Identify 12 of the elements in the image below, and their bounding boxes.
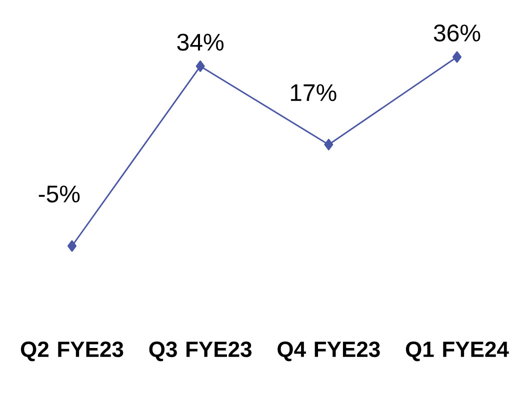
x-tick-label: Q1 FYE24	[406, 342, 509, 362]
point	[196, 60, 205, 72]
x-tick-label: Q2 FYE23	[20, 342, 124, 362]
data-label: 36%	[434, 24, 480, 42]
x-tick-label: Q3 FYE23	[149, 342, 252, 362]
point	[68, 240, 76, 252]
data-label: -5%	[38, 186, 80, 202]
x-tick-label: Q4 FYE23	[278, 342, 380, 362]
data-label: 17%	[290, 84, 336, 102]
point	[324, 138, 334, 150]
data-label: 34%	[177, 34, 224, 51]
point	[452, 51, 462, 63]
